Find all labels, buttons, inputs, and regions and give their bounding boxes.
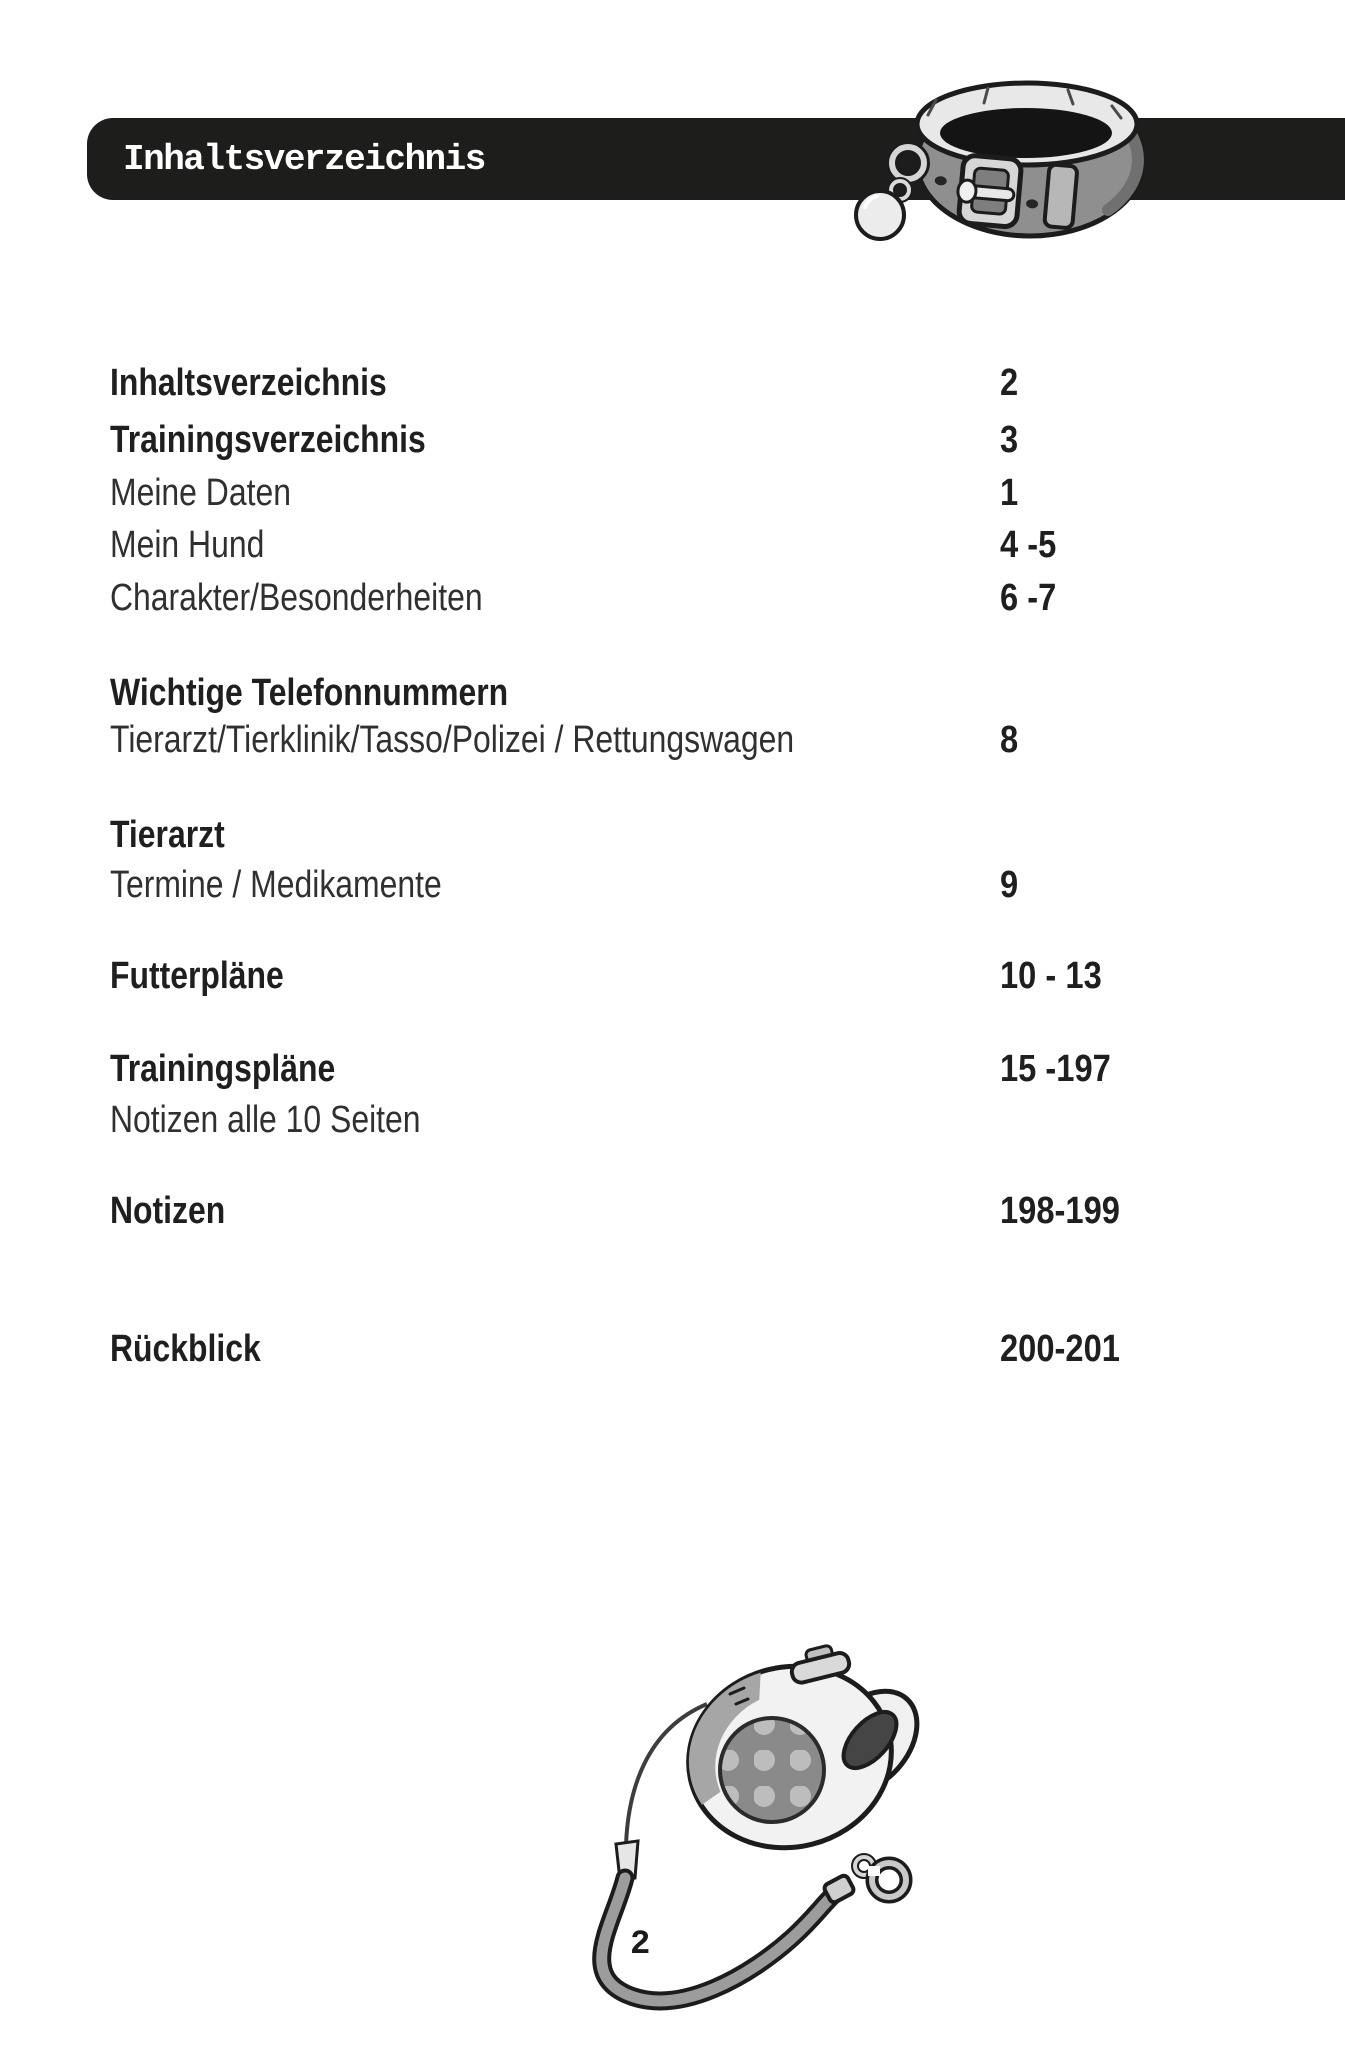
toc-entry-pages: 1 [1000, 472, 1019, 514]
toc-row: Meine Daten 1 [110, 470, 1290, 520]
toc-entry-pages: 200-201 [1000, 1328, 1120, 1370]
toc-entry-label: Wichtige Telefonnummern [110, 672, 509, 714]
toc-entry-pages: 3 [1000, 419, 1019, 461]
toc-row: Notizen alle 10 Seiten [110, 1097, 1290, 1147]
toc-entry-label: Mein Hund [110, 524, 265, 566]
toc-entry-pages: 6 -7 [1000, 577, 1057, 619]
toc-entry-pages: 10 - 13 [1000, 955, 1102, 997]
toc-row: Notizen 198-199 [110, 1188, 1290, 1238]
page-title: Inhaltsverzeichnis [123, 139, 486, 180]
toc-row: Charakter/Besonderheiten 6 -7 [110, 575, 1290, 625]
toc-entry-pages: 198-199 [1000, 1190, 1120, 1232]
toc-entry-pages: 4 -5 [1000, 524, 1057, 566]
toc-row: Inhaltsverzeichnis 2 [110, 360, 1290, 410]
toc-entry-pages: 15 -197 [1000, 1048, 1111, 1090]
toc-entry-label: Notizen [110, 1190, 226, 1232]
toc-entry-label: Notizen alle 10 Seiten [110, 1099, 421, 1141]
toc-row: Tierarzt/Tierklinik/Tasso/Polizei / Rett… [110, 717, 1290, 767]
toc-entry-pages: 2 [1000, 362, 1019, 404]
toc-row: Termine / Medikamente 9 [110, 862, 1290, 912]
retractable-leash-icon [592, 1644, 920, 2011]
toc-row: Wichtige Telefonnummern [110, 670, 1290, 720]
toc-row: Futterpläne 10 - 13 [110, 953, 1290, 1003]
toc-row: Trainingsverzeichnis 3 [110, 417, 1290, 467]
toc-row: Mein Hund 4 -5 [110, 522, 1290, 572]
toc-entry-label: Rückblick [110, 1328, 261, 1370]
toc-entry-label: Termine / Medikamente [110, 864, 442, 906]
toc-entry-label: Futterpläne [110, 955, 284, 997]
toc-entry-label: Tierarzt [110, 814, 225, 856]
toc-row: Tierarzt [110, 812, 1290, 862]
toc-row: Trainingspläne 15 -197 [110, 1046, 1290, 1096]
toc-entry-label: Charakter/Besonderheiten [110, 577, 483, 619]
toc-entry-label: Trainingspläne [110, 1048, 336, 1090]
dog-collar-icon [854, 80, 1146, 241]
toc-entry-label: Inhaltsverzeichnis [110, 362, 387, 404]
toc-entry-pages: 8 [1000, 719, 1019, 761]
toc-row: Rückblick 200-201 [110, 1326, 1290, 1376]
toc-entry-label: Meine Daten [110, 472, 291, 514]
page-number: 2 [630, 1926, 651, 1964]
toc-entry-label: Tierarzt/Tierklinik/Tasso/Polizei / Rett… [110, 719, 795, 761]
toc-entry-pages: 9 [1000, 864, 1019, 906]
toc-entry-label: Trainingsverzeichnis [110, 419, 426, 461]
